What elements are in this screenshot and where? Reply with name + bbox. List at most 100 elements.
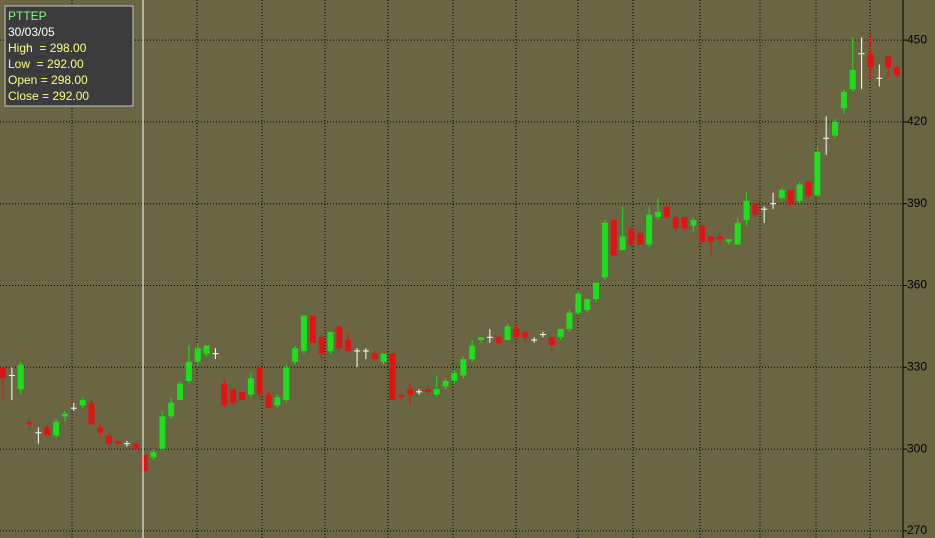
candle-body	[433, 389, 440, 395]
candle-body	[495, 337, 502, 343]
y-tick-label: 420	[907, 114, 927, 128]
candle-body	[168, 402, 175, 417]
candle-body	[79, 400, 86, 406]
candle-body	[300, 315, 307, 351]
y-tick-label: 300	[907, 441, 927, 455]
candle-body	[407, 389, 414, 395]
candle-body	[601, 222, 608, 278]
candle-body	[398, 394, 405, 398]
candle-body	[699, 225, 706, 242]
candle-body	[734, 222, 741, 245]
info-box: PTTEP 30/03/05 High = 298.00 Low = 292.0…	[4, 5, 134, 107]
candle-body	[610, 220, 617, 256]
info-box-background	[4, 5, 134, 107]
candle-body	[389, 353, 396, 401]
candle-body	[221, 383, 228, 406]
candle-body	[814, 151, 821, 196]
candle-body	[805, 181, 812, 196]
horizontal-grid	[0, 39, 903, 532]
candle-body	[230, 389, 237, 403]
candle-body	[894, 67, 900, 76]
candle-body	[885, 56, 892, 68]
candle-body	[628, 228, 635, 245]
y-tick-label: 450	[907, 32, 927, 46]
candle-body	[681, 217, 688, 229]
candle-body	[840, 91, 847, 109]
candle-body	[787, 190, 794, 204]
candle-body	[159, 416, 166, 450]
candle-body	[513, 329, 520, 338]
date: 30/03/05	[8, 25, 55, 39]
candle-body	[371, 353, 378, 360]
candle-body	[106, 435, 113, 444]
candle-body	[451, 372, 458, 381]
candle-body	[256, 367, 263, 395]
candle-body	[61, 413, 68, 417]
candle-body	[345, 340, 352, 351]
candle-body	[309, 315, 316, 343]
candles	[0, 34, 900, 471]
candle-body	[672, 217, 679, 229]
y-axis: 270 300 330 360 390 420 450	[903, 32, 927, 537]
y-tick-label: 270	[907, 523, 927, 537]
candle-body	[88, 402, 95, 425]
candle-body	[796, 184, 803, 201]
candle-body	[115, 440, 122, 444]
candle-body	[593, 282, 600, 300]
candle-body	[150, 451, 157, 458]
candle-body	[424, 389, 431, 392]
candle-body	[44, 427, 51, 436]
y-tick-label: 330	[907, 359, 927, 373]
candle-body	[725, 239, 732, 242]
candle-body	[575, 293, 582, 313]
candle-body	[336, 326, 343, 349]
candle-body	[832, 121, 839, 136]
info-line: Open = 298.00	[8, 73, 88, 87]
candle-body	[97, 427, 104, 433]
candle-body	[274, 397, 281, 406]
candle-body	[637, 233, 644, 245]
y-tick-label: 390	[907, 196, 927, 210]
candle-body	[53, 421, 60, 436]
candle-body	[548, 337, 555, 346]
candle-body	[867, 53, 874, 68]
candle-body	[460, 359, 467, 376]
candle-body	[522, 331, 529, 338]
candle-body	[469, 345, 476, 360]
candle-body	[194, 348, 201, 362]
candle-body	[442, 380, 449, 387]
candle-body	[318, 337, 325, 354]
y-tick-label: 360	[907, 278, 927, 292]
candle-body	[619, 236, 626, 251]
candle-body	[327, 331, 334, 351]
candle-body	[185, 361, 192, 381]
candle-body	[380, 353, 387, 362]
candle-body	[132, 443, 139, 450]
candle-body	[17, 364, 24, 390]
candle-body	[283, 367, 290, 401]
candle-body	[141, 454, 148, 471]
candle-body	[292, 348, 299, 362]
candle-body	[752, 203, 759, 215]
candle-body	[646, 214, 653, 245]
info-line: Close = 292.00	[8, 89, 89, 103]
candle-body	[849, 70, 856, 90]
candle-body	[477, 337, 484, 341]
candle-body	[26, 421, 33, 425]
candle-body	[177, 383, 184, 401]
info-line: Low = 292.00	[8, 57, 84, 71]
candle-body	[663, 206, 670, 218]
candle-body	[265, 394, 272, 409]
candle-body	[566, 312, 573, 330]
candle-body	[247, 378, 254, 395]
candle-body	[716, 236, 723, 240]
symbol: PTTEP	[8, 9, 47, 23]
candle-body	[708, 236, 715, 242]
candle-body	[584, 299, 591, 311]
candle-body	[743, 200, 750, 221]
candle-body	[238, 391, 245, 401]
candle-body	[0, 367, 6, 379]
